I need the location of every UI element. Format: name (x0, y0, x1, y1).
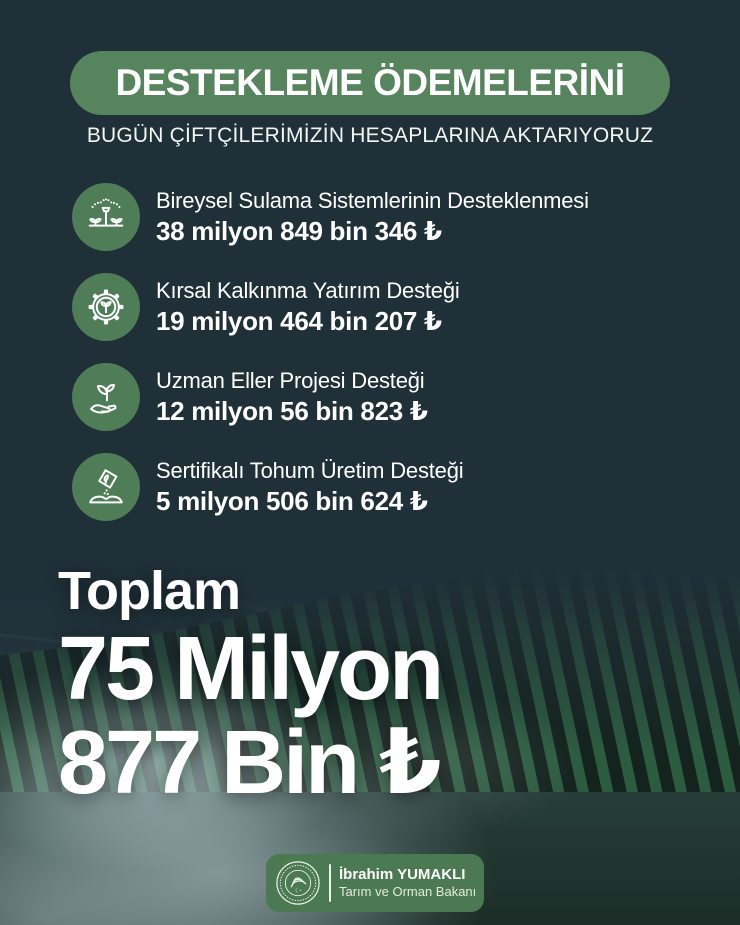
list-item: Sertifikalı Tohum Üretim Desteği 5 milyo… (72, 453, 589, 521)
item-label: Uzman Eller Projesi Desteği (156, 368, 425, 393)
item-label: Bireysel Sulama Sistemlerinin Desteklenm… (156, 188, 589, 213)
list-item: Kırsal Kalkınma Yatırım Desteği 19 milyo… (72, 273, 589, 341)
badge-divider (329, 864, 331, 902)
sprinkler-icon (72, 183, 140, 251)
total-block: Toplam 75 Milyon 877 Bin ₺ (58, 560, 444, 813)
header-banner: DESTEKLEME ÖDEMELERİNİ (70, 51, 670, 115)
item-amount: 5 milyon 506 bin 624 ₺ (156, 486, 428, 516)
ministry-seal-icon (276, 861, 320, 905)
seed-bag-icon (72, 453, 140, 521)
list-item: Uzman Eller Projesi Desteği 12 milyon 56… (72, 363, 589, 431)
total-amount-millions: 75 Milyon (58, 619, 444, 719)
total-amount-thousands: 877 Bin ₺ (58, 713, 442, 813)
hand-plant-icon (72, 363, 140, 431)
item-label: Kırsal Kalkınma Yatırım Desteği (156, 278, 460, 303)
support-items-list: Bireysel Sulama Sistemlerinin Desteklenm… (72, 183, 589, 521)
item-amount: 12 milyon 56 bin 823 ₺ (156, 396, 428, 426)
page-title: DESTEKLEME ÖDEMELERİNİ (115, 62, 625, 103)
total-label: Toplam (58, 561, 241, 621)
minister-title: Tarım ve Orman Bakanı (339, 884, 477, 899)
item-amount: 19 milyon 464 bin 207 ₺ (156, 306, 442, 336)
gear-sprout-icon (72, 273, 140, 341)
item-amount: 38 milyon 849 bin 346 ₺ (156, 216, 442, 246)
minister-name: İbrahim YUMAKLI (339, 866, 466, 883)
minister-badge: İbrahim YUMAKLI Tarım ve Orman Bakanı (266, 854, 484, 912)
list-item: Bireysel Sulama Sistemlerinin Desteklenm… (72, 183, 589, 251)
page-subtitle: BUGÜN ÇİFTÇİLERİMİZİN HESAPLARINA AKTARI… (86, 124, 654, 147)
item-label: Sertifikalı Tohum Üretim Desteği (156, 458, 464, 483)
irrigated-field-photo (0, 540, 740, 925)
